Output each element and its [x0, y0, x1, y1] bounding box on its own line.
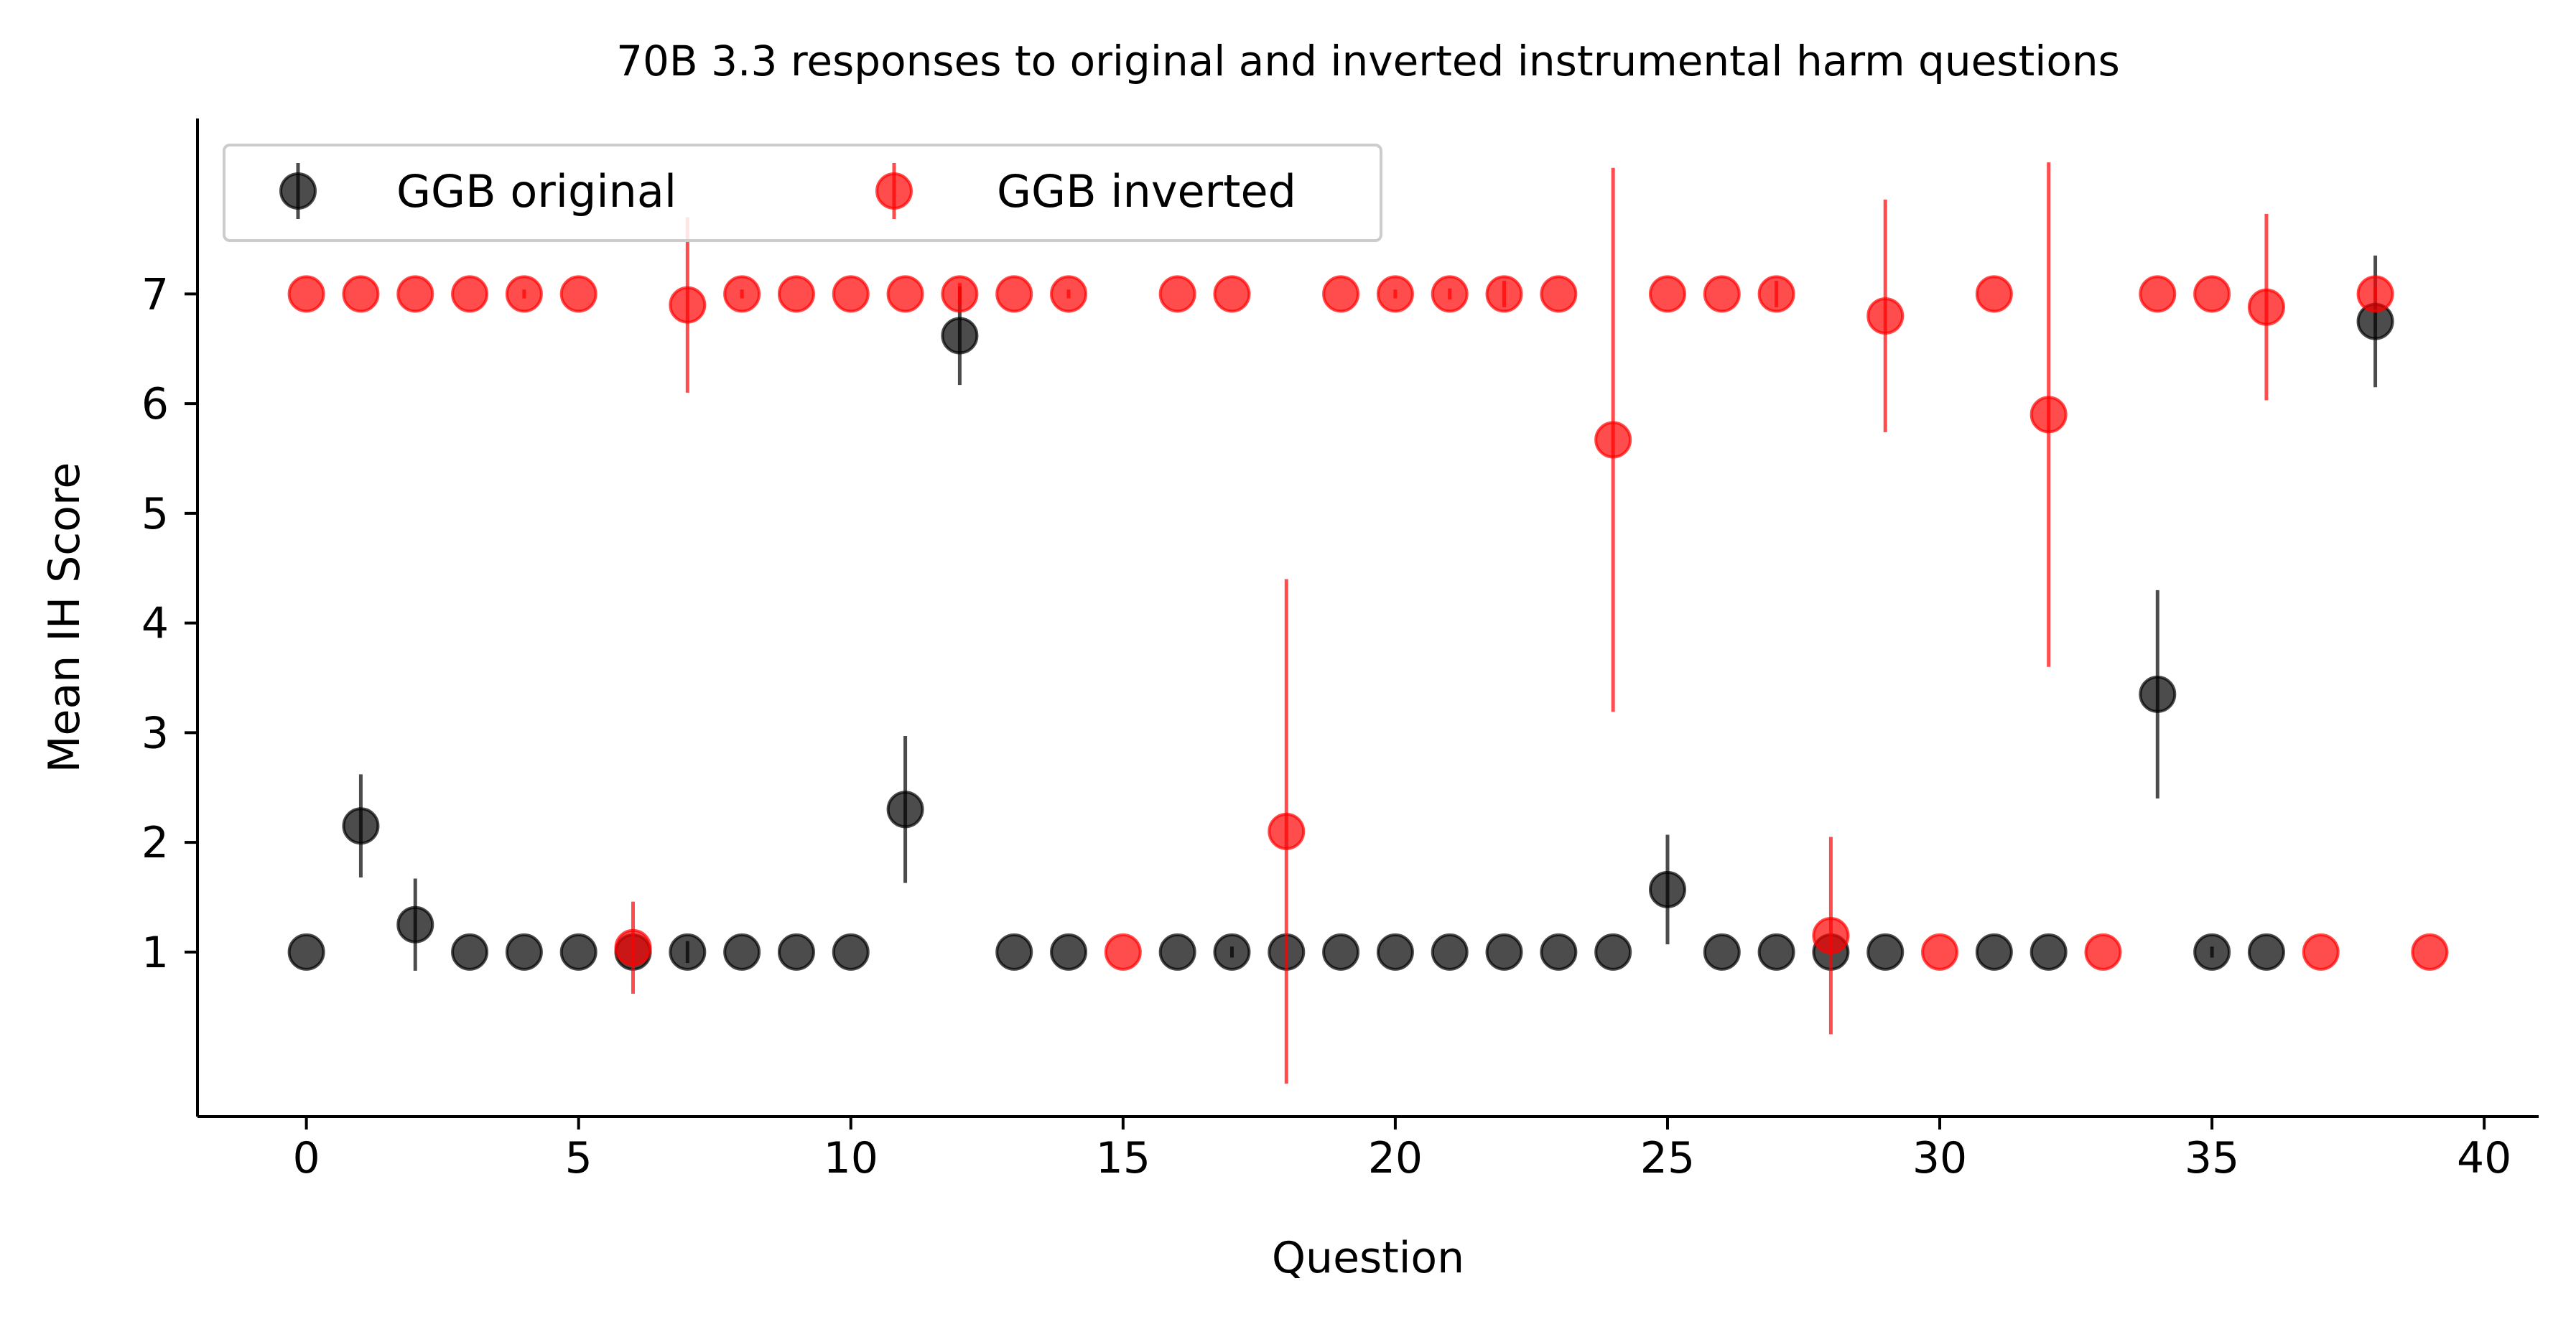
data-point-ggb-inverted [342, 275, 380, 313]
data-point-ggb-inverted [2356, 275, 2394, 313]
data-point-ggb-inverted [995, 275, 1033, 313]
data-point-ggb-inverted [1268, 812, 1306, 850]
data-point-ggb-original [505, 933, 543, 971]
data-point-ggb-inverted [2411, 933, 2449, 971]
data-point-ggb-inverted [559, 275, 597, 313]
data-point-ggb-inverted [941, 275, 979, 313]
data-point-ggb-inverted [505, 275, 543, 313]
y-axis-label: Mean IH Score [39, 462, 90, 773]
plot-area: 0 5 10 15 20 25 30 35 40 1 2 3 4 5 6 7 [141, 118, 2539, 1183]
legend: GGB original GGB inverted [223, 144, 1382, 242]
data-point-ggb-inverted [832, 275, 870, 313]
legend-frame [223, 144, 1382, 242]
x-tick-label: 35 [2185, 1133, 2239, 1183]
data-point-ggb-inverted [1594, 421, 1632, 459]
data-point-ggb-original [1703, 933, 1741, 971]
data-point-ggb-inverted [1757, 275, 1795, 313]
data-point-ggb-original [2193, 933, 2231, 971]
legend-label-original: GGB original [396, 165, 676, 218]
x-tick-label: 25 [1640, 1133, 1695, 1183]
chart-title: 70B 3.3 responses to original and invert… [616, 37, 2120, 85]
y-tick-label: 7 [141, 269, 169, 320]
data-point-ggb-original [2247, 933, 2285, 971]
x-tick-label: 15 [1096, 1133, 1150, 1183]
data-point-ggb-original [559, 933, 597, 971]
data-point-ggb-inverted [1485, 275, 1523, 313]
data-point-ggb-inverted [2084, 933, 2122, 971]
data-point-ggb-inverted [1431, 275, 1469, 313]
data-point-ggb-inverted [1975, 275, 2013, 313]
x-tick-label: 0 [293, 1133, 320, 1183]
data-point-ggb-inverted [723, 275, 761, 313]
y-tick-label: 2 [141, 818, 169, 868]
y-tick-label: 1 [141, 928, 169, 978]
y-tick-label: 5 [141, 489, 169, 539]
data-point-ggb-inverted [1812, 916, 1850, 954]
legend-marker-inverted [875, 163, 913, 219]
data-point-ggb-original [1757, 933, 1795, 971]
x-tick-label: 40 [2457, 1133, 2511, 1183]
data-point-ggb-original [396, 905, 434, 944]
y-tick-label: 3 [141, 708, 169, 758]
data-point-ggb-original [777, 933, 815, 971]
y-tick-label: 6 [141, 379, 169, 429]
data-point-ggb-original [669, 933, 707, 971]
data-point-ggb-original [1431, 933, 1469, 971]
data-point-ggb-inverted [1322, 275, 1360, 313]
data-point-ggb-inverted [614, 928, 652, 967]
data-point-ggb-inverted [777, 275, 815, 313]
data-point-ggb-original [1540, 933, 1578, 971]
data-point-ggb-inverted [1540, 275, 1578, 313]
legend-label-inverted: GGB inverted [997, 165, 1296, 218]
data-point-ggb-inverted [1376, 275, 1414, 313]
data-point-ggb-inverted [396, 275, 434, 313]
data-point-ggb-original [1648, 870, 1686, 908]
data-point-ggb-original [1485, 933, 1523, 971]
data-point-ggb-original [342, 807, 380, 845]
data-point-ggb-inverted [1648, 275, 1686, 313]
data-point-ggb-inverted [1104, 933, 1142, 971]
data-point-ggb-inverted [2193, 275, 2231, 313]
data-point-ggb-inverted [1866, 297, 1905, 335]
data-point-ggb-inverted [2139, 275, 2177, 313]
x-tick-label: 5 [565, 1133, 592, 1183]
x-axis-label: Question [1272, 1233, 1464, 1283]
data-point-ggb-inverted [2029, 396, 2068, 434]
legend-marker-original [279, 163, 317, 219]
data-point-ggb-inverted [1921, 933, 1959, 971]
data-point-ggb-original [1213, 933, 1251, 971]
data-point-ggb-inverted [2247, 288, 2285, 326]
x-tick-label: 30 [1912, 1133, 1967, 1183]
data-point-ggb-original [995, 933, 1033, 971]
data-point-ggb-original [941, 317, 979, 355]
data-point-ggb-inverted [451, 275, 489, 313]
data-point-ggb-inverted [669, 286, 707, 324]
data-point-ggb-original [723, 933, 761, 971]
data-point-ggb-inverted [1213, 275, 1251, 313]
data-point-ggb-original [1594, 933, 1632, 971]
data-point-ggb-original [287, 933, 325, 971]
data-point-ggb-inverted [1703, 275, 1741, 313]
data-point-ggb-inverted [287, 275, 325, 313]
data-point-ggb-inverted [1158, 275, 1196, 313]
data-point-ggb-original [1158, 933, 1196, 971]
data-point-ggb-original [1866, 933, 1905, 971]
data-point-ggb-original [832, 933, 870, 971]
y-tick-label: 4 [141, 599, 169, 649]
data-point-ggb-inverted [2302, 933, 2340, 971]
data-point-ggb-inverted [886, 275, 924, 313]
data-point-ggb-original [886, 791, 924, 829]
data-point-ggb-original [2139, 675, 2177, 713]
data-point-ggb-original [1322, 933, 1360, 971]
data-point-ggb-original [451, 933, 489, 971]
x-tick-label: 10 [824, 1133, 878, 1183]
data-point-ggb-original [1050, 933, 1088, 971]
data-point-ggb-original [1975, 933, 2013, 971]
data-point-ggb-original [1376, 933, 1414, 971]
data-point-ggb-inverted [1050, 275, 1088, 313]
data-point-ggb-original [2029, 933, 2068, 971]
x-tick-label: 20 [1368, 1133, 1423, 1183]
